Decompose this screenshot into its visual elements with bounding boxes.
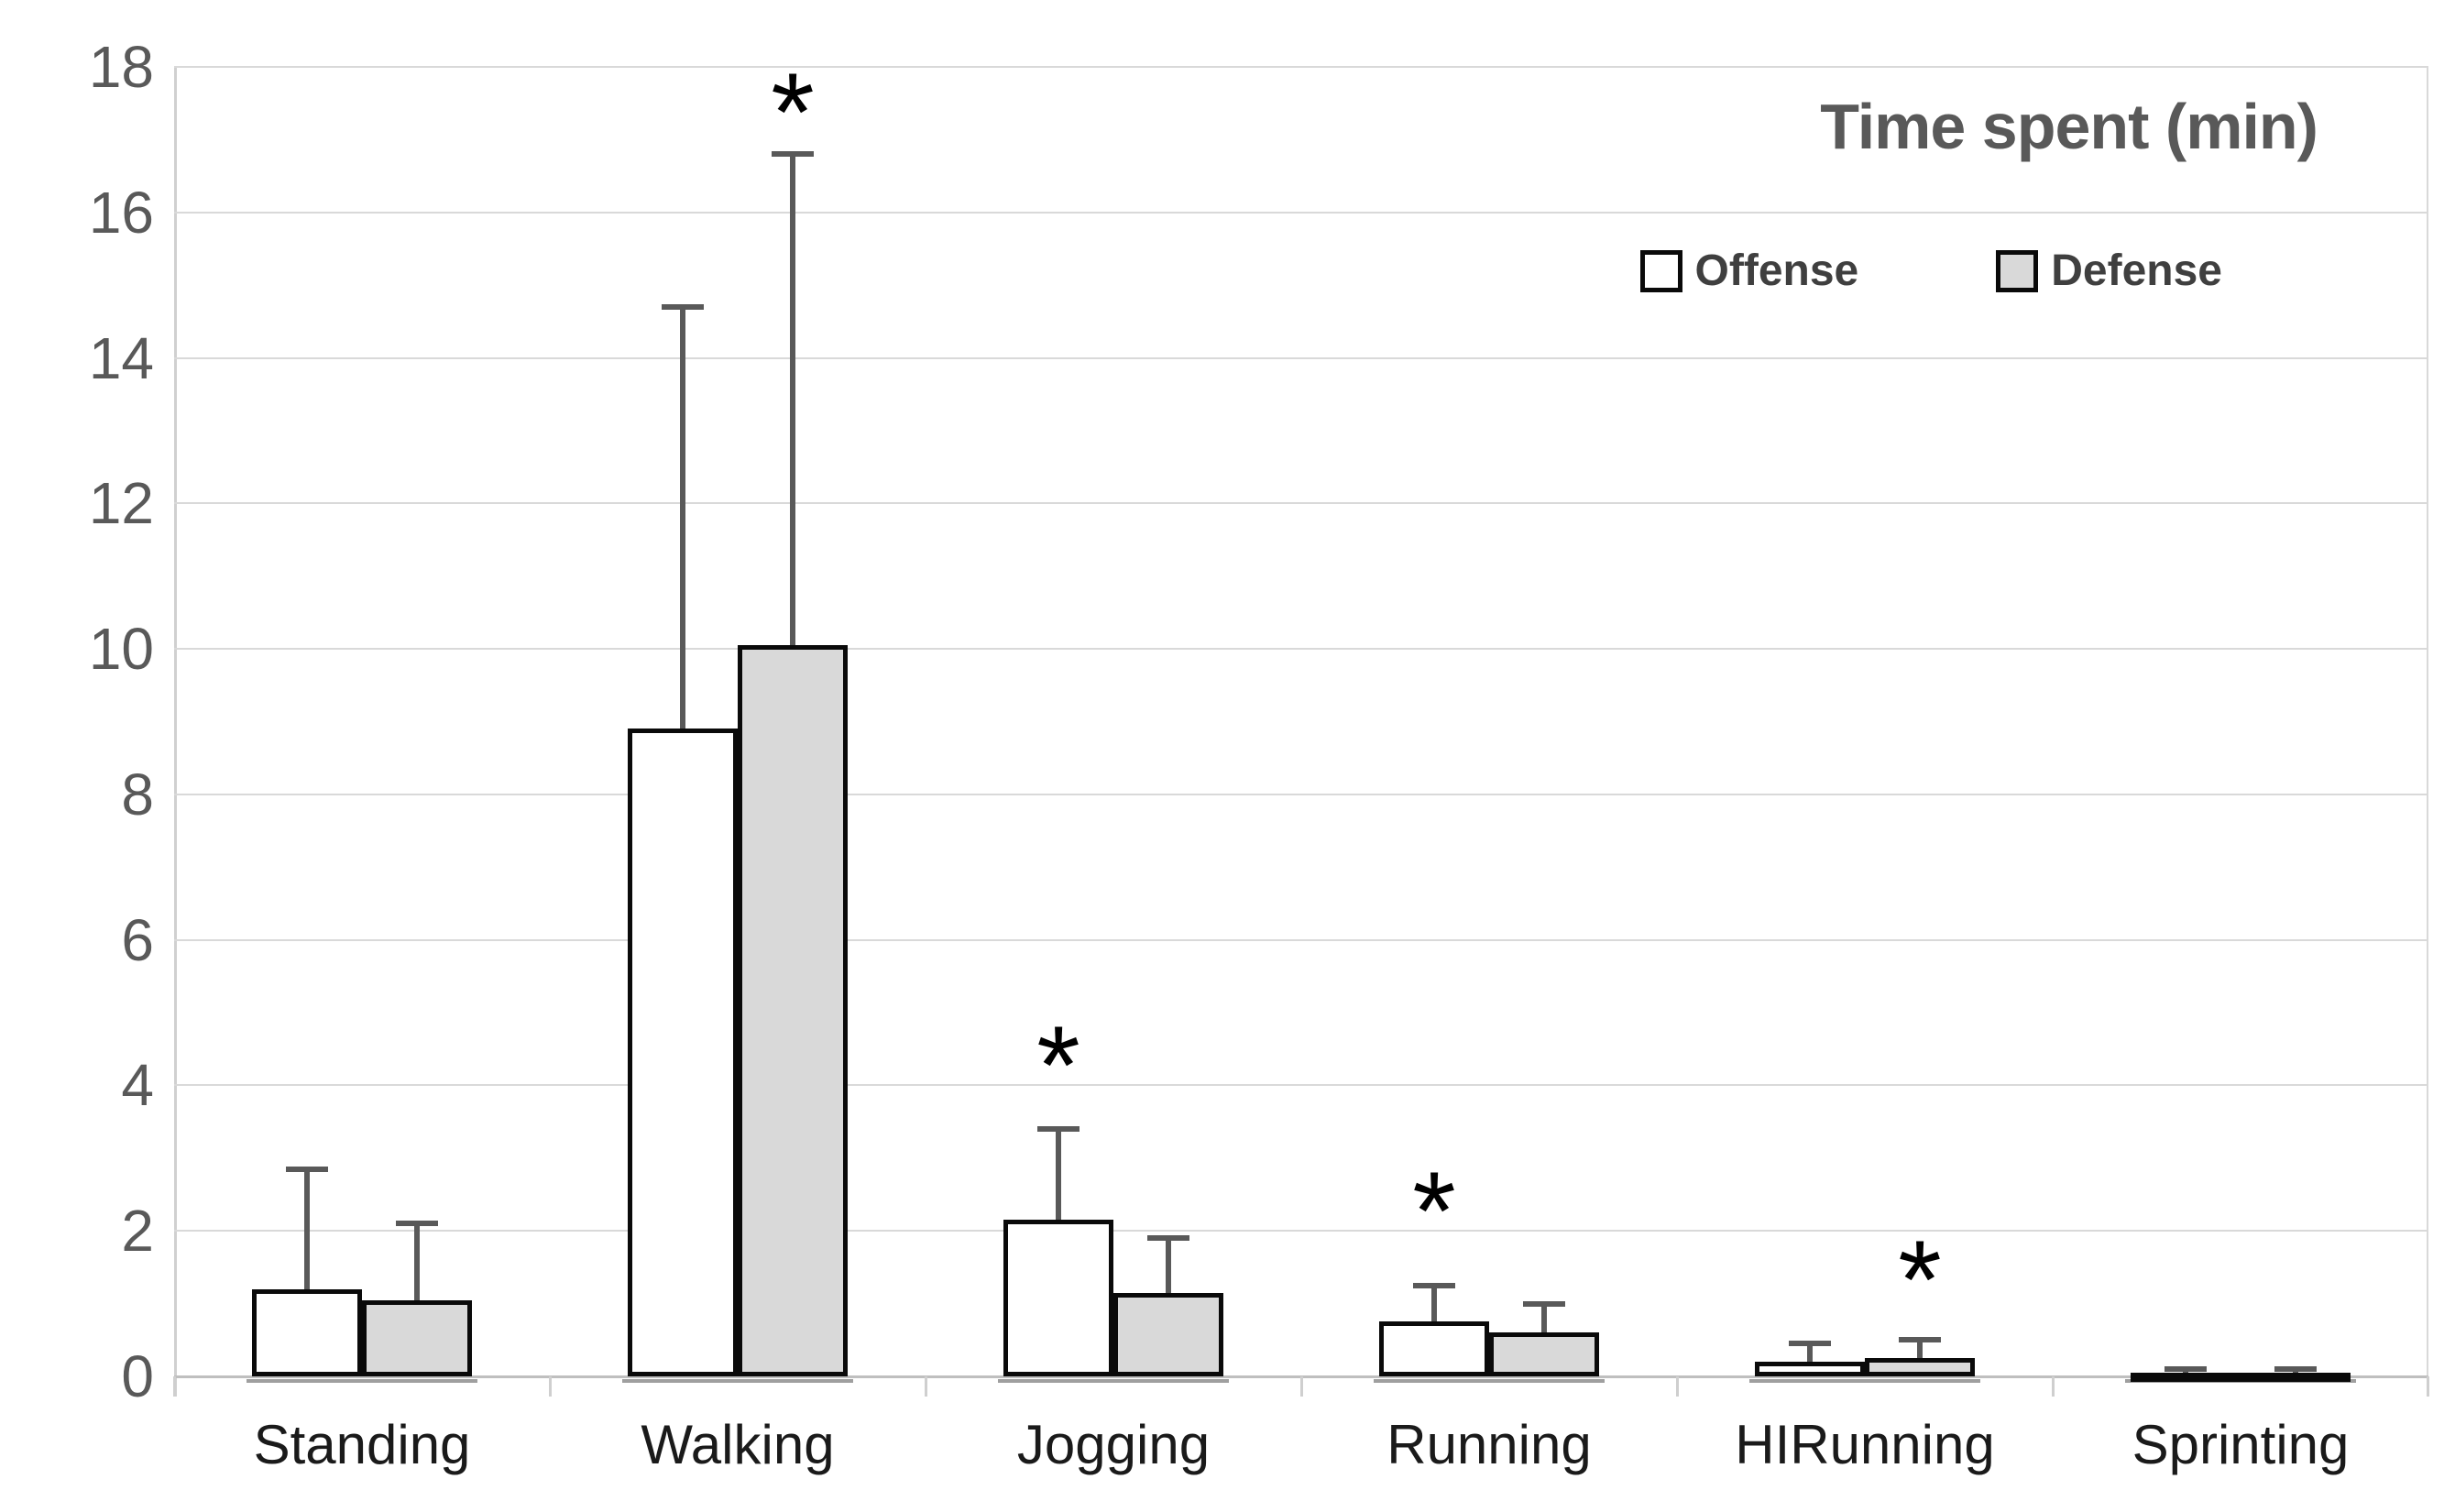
y-axis-line bbox=[174, 67, 177, 1397]
legend-item-offense: Offense bbox=[1639, 246, 1859, 296]
x-tick-label-sprinting: Sprinting bbox=[2132, 1414, 2350, 1475]
error-bar-cap bbox=[1899, 1337, 1941, 1343]
gridline-y-6 bbox=[174, 938, 2428, 941]
error-bar-line bbox=[1166, 1238, 1171, 1293]
error-bar-line bbox=[1056, 1129, 1061, 1221]
bar-defense-standing bbox=[362, 1299, 472, 1376]
gridline-y-8 bbox=[174, 793, 2428, 795]
bar-defense-walking bbox=[738, 645, 848, 1376]
error-bar-line bbox=[1807, 1343, 1813, 1363]
y-tick-label-0: 0 bbox=[121, 1343, 154, 1409]
plot-area: Standing Walking Jogging Running HIRunning Sp… bbox=[173, 56, 2429, 1475]
x-axis-tick bbox=[173, 1376, 176, 1397]
error-bar-line bbox=[304, 1168, 310, 1289]
bar-pair-shadow bbox=[998, 1379, 1229, 1383]
error-bar-cap bbox=[2274, 1366, 2317, 1373]
bar-defense-sprinting bbox=[2241, 1373, 2351, 1382]
bar-pair-shadow bbox=[247, 1379, 477, 1383]
error-bar-cap bbox=[662, 303, 704, 310]
legend-swatch-defense bbox=[1996, 249, 2039, 292]
significance-asterisk-jogging: * bbox=[1036, 1002, 1080, 1127]
y-tick-label-4: 4 bbox=[121, 1052, 154, 1119]
chart-title: Time spent (min) bbox=[1820, 91, 2318, 162]
y-tick-label-10: 10 bbox=[88, 616, 154, 683]
x-axis-tick bbox=[925, 1376, 927, 1397]
error-bar-line bbox=[1541, 1303, 1547, 1333]
x-axis-tick bbox=[2052, 1376, 2055, 1397]
gridline-y-10 bbox=[174, 648, 2428, 651]
gridline-y-18 bbox=[174, 66, 2428, 68]
legend-swatch-offense bbox=[1639, 249, 1682, 292]
y-tick-label-16: 16 bbox=[88, 179, 154, 246]
gridline-y-4 bbox=[174, 1084, 2428, 1087]
significance-asterisk-walking: * bbox=[771, 49, 815, 174]
x-axis-tick bbox=[1300, 1376, 1303, 1397]
bar-offense-running bbox=[1379, 1321, 1489, 1376]
legend-label-defense: Defense bbox=[2051, 247, 2222, 295]
error-bar-line bbox=[680, 306, 685, 729]
error-bar-cap bbox=[1413, 1282, 1455, 1288]
y-tick-label-6: 6 bbox=[121, 906, 154, 973]
bar-defense-running bbox=[1489, 1332, 1599, 1376]
gridline-y-14 bbox=[174, 356, 2428, 359]
x-axis-tick bbox=[1676, 1376, 1679, 1397]
x-tick-label-jogging: Jogging bbox=[1016, 1414, 1211, 1475]
bar-pair-shadow bbox=[622, 1379, 853, 1383]
error-bar-cap bbox=[1789, 1341, 1831, 1347]
y-tick-label-18: 18 bbox=[88, 34, 154, 100]
y-tick-label-14: 14 bbox=[88, 324, 154, 391]
significance-asterisk-hirunning: * bbox=[1898, 1216, 1942, 1342]
significance-asterisk-running: * bbox=[1412, 1147, 1456, 1273]
x-tick-label-standing: Standing bbox=[253, 1414, 471, 1475]
error-bar-cap bbox=[772, 151, 814, 158]
bar-pair-shadow bbox=[1749, 1379, 1980, 1383]
error-bar-cap bbox=[1147, 1235, 1189, 1242]
bar-offense-sprinting bbox=[2131, 1373, 2241, 1382]
gridline-y-12 bbox=[174, 502, 2428, 505]
error-bar-line bbox=[1917, 1340, 1923, 1359]
x-axis-tick bbox=[549, 1376, 552, 1397]
gridline-y-16 bbox=[174, 211, 2428, 214]
error-bar-line bbox=[1431, 1285, 1437, 1322]
legend: Offense Defense bbox=[1639, 246, 2222, 296]
x-tick-label-hirunning: HIRunning bbox=[1735, 1414, 1995, 1475]
y-tick-label-8: 8 bbox=[121, 761, 154, 827]
plot-right-border bbox=[2427, 67, 2428, 1397]
bar-defense-jogging bbox=[1113, 1292, 1223, 1376]
bar-pair-shadow bbox=[1374, 1379, 1605, 1383]
y-tick-label-12: 12 bbox=[88, 470, 154, 537]
error-bar-line bbox=[414, 1223, 420, 1300]
bar-offense-standing bbox=[252, 1288, 362, 1376]
bar-offense-hirunning bbox=[1755, 1362, 1865, 1376]
bar-offense-jogging bbox=[1003, 1220, 1113, 1376]
gridline-y-2 bbox=[174, 1230, 2428, 1233]
error-bar-cap bbox=[1523, 1300, 1565, 1307]
bar-defense-hirunning bbox=[1865, 1358, 1975, 1376]
error-bar-cap bbox=[286, 1166, 328, 1172]
error-bar-cap bbox=[396, 1221, 438, 1227]
error-bar-line bbox=[790, 154, 795, 646]
error-bar-cap bbox=[1037, 1126, 1080, 1133]
x-tick-label-running: Running bbox=[1386, 1414, 1592, 1475]
legend-item-defense: Defense bbox=[1996, 246, 2222, 296]
legend-label-offense: Offense bbox=[1694, 247, 1859, 295]
x-tick-label-walking: Walking bbox=[641, 1414, 835, 1475]
x-axis-tick bbox=[2427, 1376, 2429, 1397]
bar-offense-walking bbox=[628, 729, 738, 1376]
error-bar-cap bbox=[2165, 1366, 2207, 1373]
y-tick-label-2: 2 bbox=[121, 1198, 154, 1265]
